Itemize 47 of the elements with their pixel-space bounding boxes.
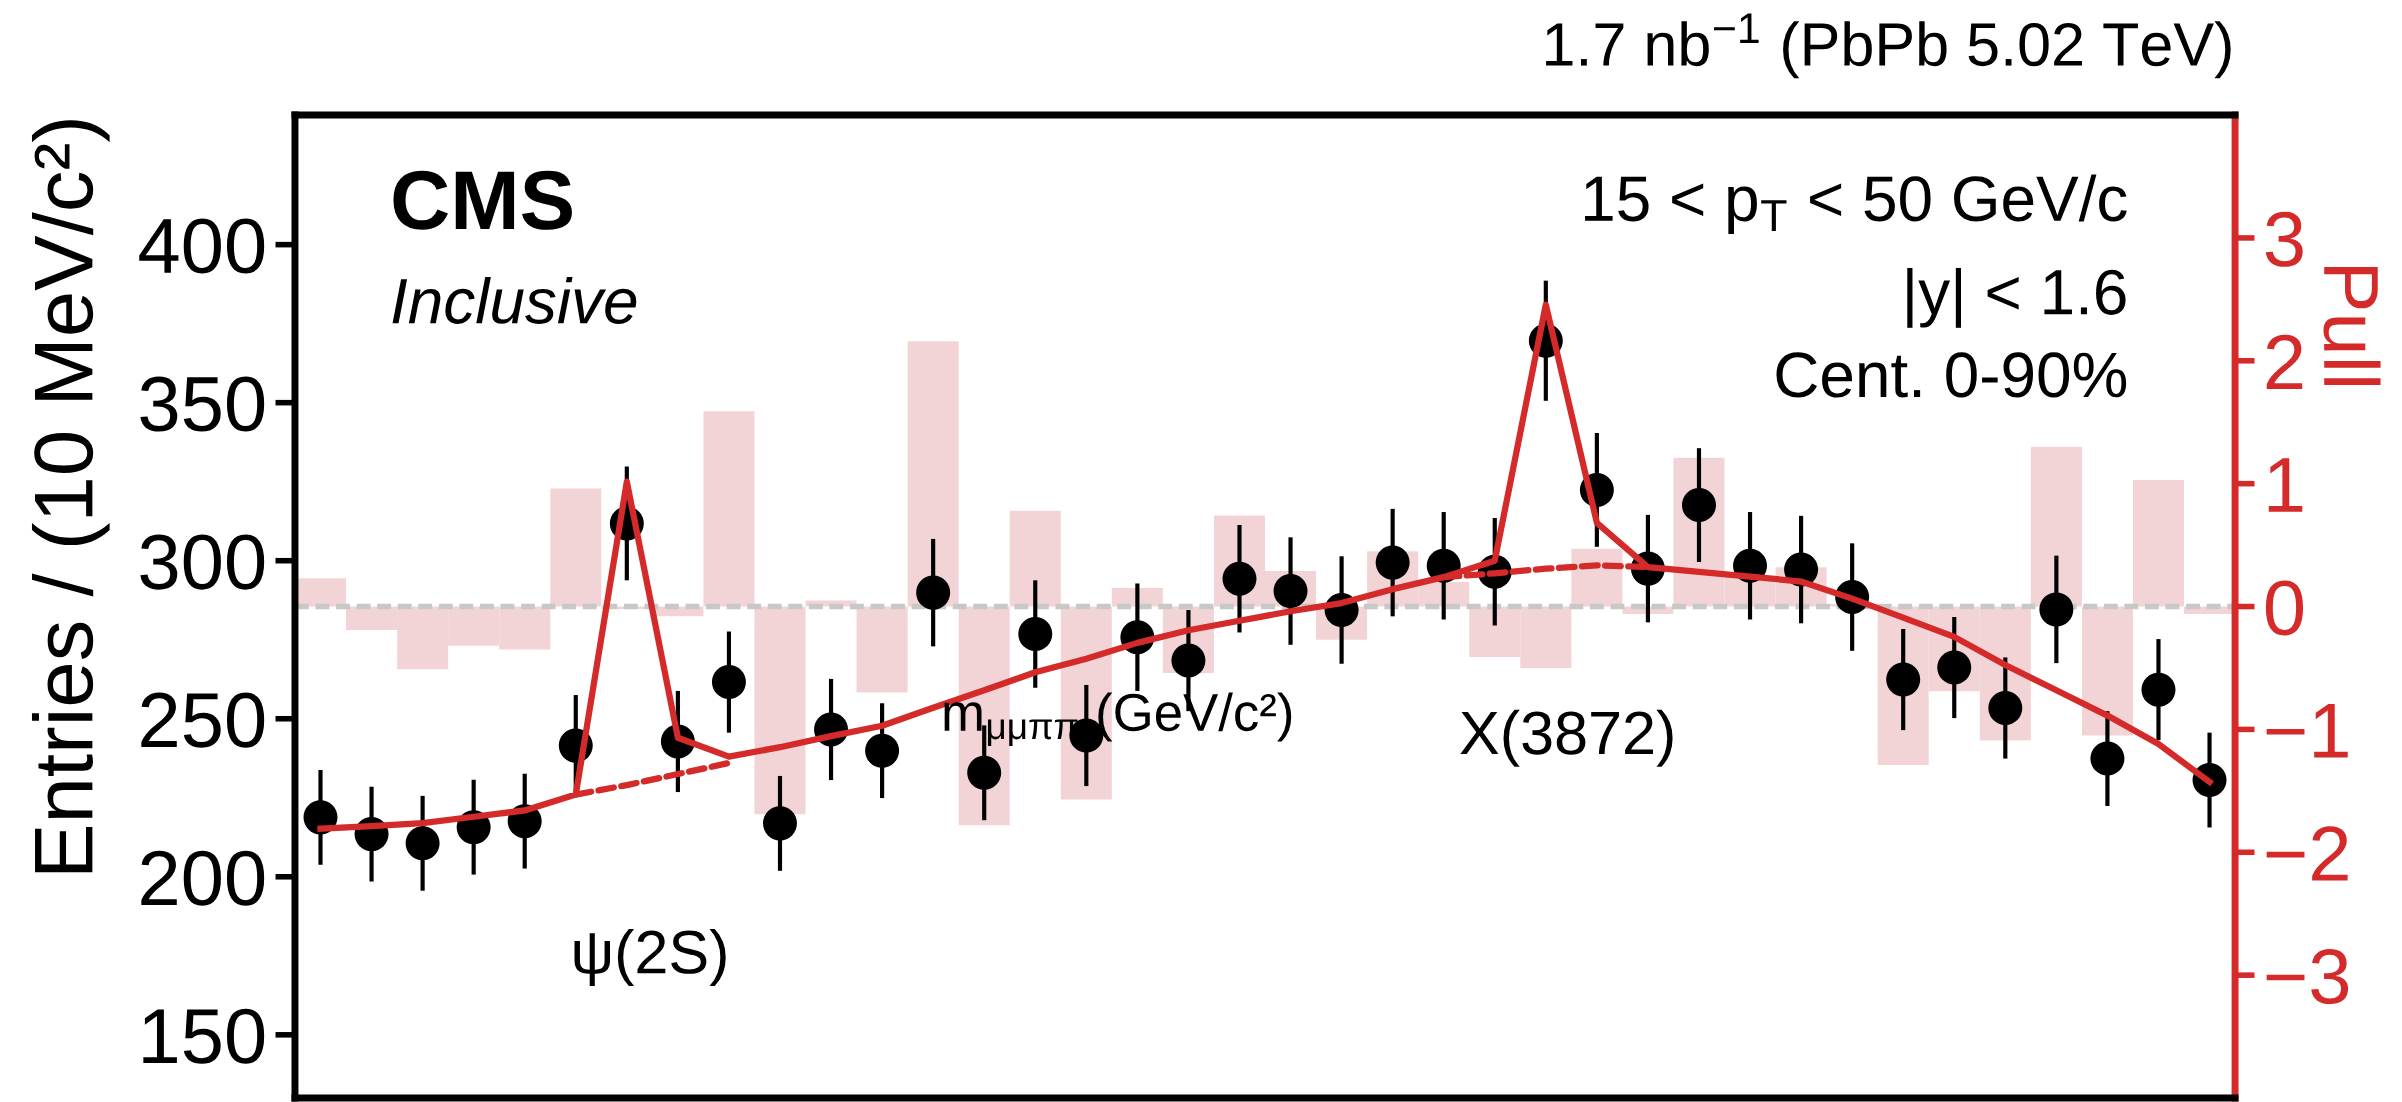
chart-title: 1.7 nb$^{−1}$ (PbPb 5.02 TeV) [1546, 13, 2231, 79]
y2-tick-label: −2 [2266, 826, 2348, 881]
y2-tick-label: 2 [2266, 334, 2303, 389]
annotation: Cent. 0-90% [1776, 352, 2127, 398]
bar [2081, 606, 2133, 736]
point [405, 826, 440, 861]
bar [1009, 510, 1061, 607]
point [1171, 643, 1206, 678]
y-tick-label: 300 [140, 534, 265, 590]
point [1988, 690, 2023, 726]
bar [2132, 479, 2185, 607]
point [916, 575, 951, 610]
point [2039, 592, 2074, 627]
y2-tick-label: 1 [2268, 458, 2303, 512]
annotation: ψ(2S) [574, 928, 726, 986]
point [1018, 617, 1053, 652]
y2-axis-title: Pull [2323, 266, 2381, 386]
point [711, 665, 746, 700]
point [1886, 662, 1921, 697]
annotation: |y| < 1.6 [1907, 267, 2126, 328]
point [2090, 741, 2125, 776]
annotation: X(3872) [1460, 709, 1673, 767]
y-axis-title: Entries / (10 MeV/c²) [31, 120, 110, 873]
annotation: CMS [393, 170, 572, 230]
bar [907, 341, 959, 607]
point [1937, 650, 1972, 685]
point [1681, 488, 1716, 523]
y-tick-label: 200 [141, 850, 265, 906]
bar [754, 606, 806, 815]
bar [2030, 446, 2082, 607]
point [762, 806, 797, 841]
annotation: 15 < p$_{T}$ < 50 GeV/c [1585, 174, 2127, 235]
annotation: Inclusive [392, 276, 637, 324]
bar [856, 606, 908, 693]
y2-tick-label: −1 [2266, 704, 2348, 758]
point [967, 755, 1002, 790]
y-tick-label: 150 [143, 1008, 265, 1064]
y-tick-label: 350 [140, 376, 265, 432]
bar [703, 411, 755, 607]
y2-tick-label: 0 [2265, 580, 2304, 636]
y-tick-label: 400 [139, 218, 265, 274]
bar [550, 488, 602, 607]
point [2141, 672, 2176, 707]
y2-tick-label: −3 [2266, 949, 2349, 1005]
point [865, 733, 900, 768]
y-tick-label: 250 [141, 692, 265, 748]
y2-tick-label: 3 [2265, 211, 2303, 267]
